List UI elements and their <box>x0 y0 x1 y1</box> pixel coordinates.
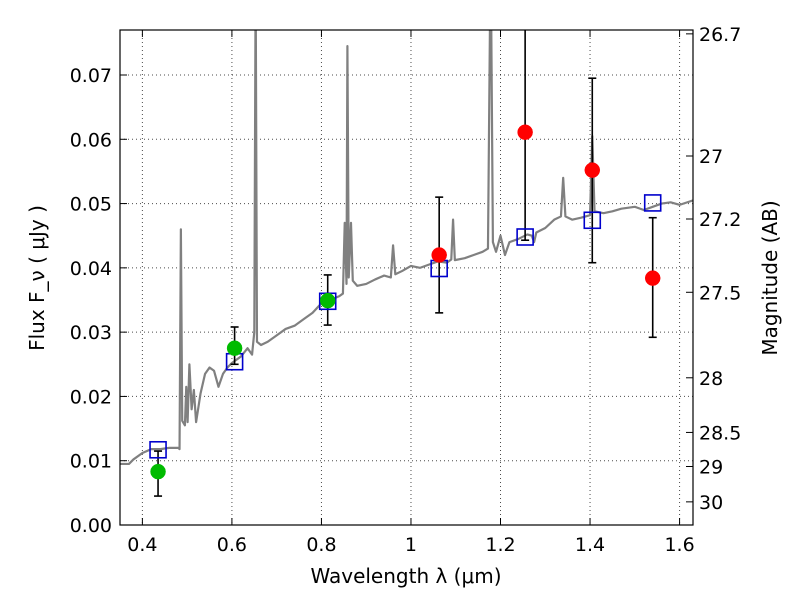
model-square-point <box>516 228 534 246</box>
y-tick-label: 0.05 <box>70 194 112 216</box>
plot-frame <box>119 29 694 526</box>
right-tick-label: 26.7 <box>699 24 741 46</box>
green-data-point <box>226 340 243 356</box>
y-tick-label: 0.03 <box>70 322 112 344</box>
right-y-axis-label: Magnitude (AB) <box>758 200 782 355</box>
x-tick-label: 1.2 <box>485 534 515 556</box>
model-square-point <box>583 211 602 230</box>
right-tick-label: 29 <box>699 457 723 479</box>
x-tick-label: 1.4 <box>575 534 605 556</box>
y-tick-label: 0.00 <box>70 515 112 537</box>
y-tick-label: 0.01 <box>70 451 112 473</box>
right-tick-label: 27.5 <box>699 282 741 304</box>
right-tick-label: 27.2 <box>699 209 741 231</box>
error-bars <box>149 30 662 497</box>
x-tick-label: 0.6 <box>217 534 247 556</box>
x-tick-label: 0.8 <box>306 534 336 556</box>
green-data-point <box>319 292 336 309</box>
axis-ticks: 0.4 0.6 0.8 1 1.2 1.4 1.6 0.00 0.01 0.02 0.03 0.04 0… <box>70 24 742 556</box>
y-tick-label: 0.04 <box>70 258 112 280</box>
spectrum-line <box>120 30 693 466</box>
x-tick-label: 1.6 <box>664 534 694 556</box>
y-tick-label: 0.07 <box>70 65 112 87</box>
x-axis-label: Wavelength λ (μm) <box>310 564 501 588</box>
right-tick-label: 28 <box>699 368 723 390</box>
right-tick-label: 28.5 <box>699 422 741 444</box>
y-tick-label: 0.06 <box>70 129 112 151</box>
x-tick-label: 1 <box>405 534 417 556</box>
x-tick-label: 0.4 <box>127 534 157 556</box>
red-data-point <box>644 270 661 286</box>
y-tick-label: 0.02 <box>70 386 112 408</box>
red-data-point <box>517 124 533 140</box>
red-data-point <box>431 247 447 263</box>
right-tick-label: 27 <box>699 146 723 168</box>
right-tick-label: 30 <box>699 492 723 514</box>
plot-data <box>120 30 693 466</box>
red-data-point <box>584 162 601 178</box>
model-square-point <box>643 194 662 212</box>
model-square-point <box>149 440 167 459</box>
grid <box>120 30 693 526</box>
y-axis-label: Flux F_ν ( μJy ) <box>25 205 49 351</box>
green-data-point <box>150 463 166 480</box>
